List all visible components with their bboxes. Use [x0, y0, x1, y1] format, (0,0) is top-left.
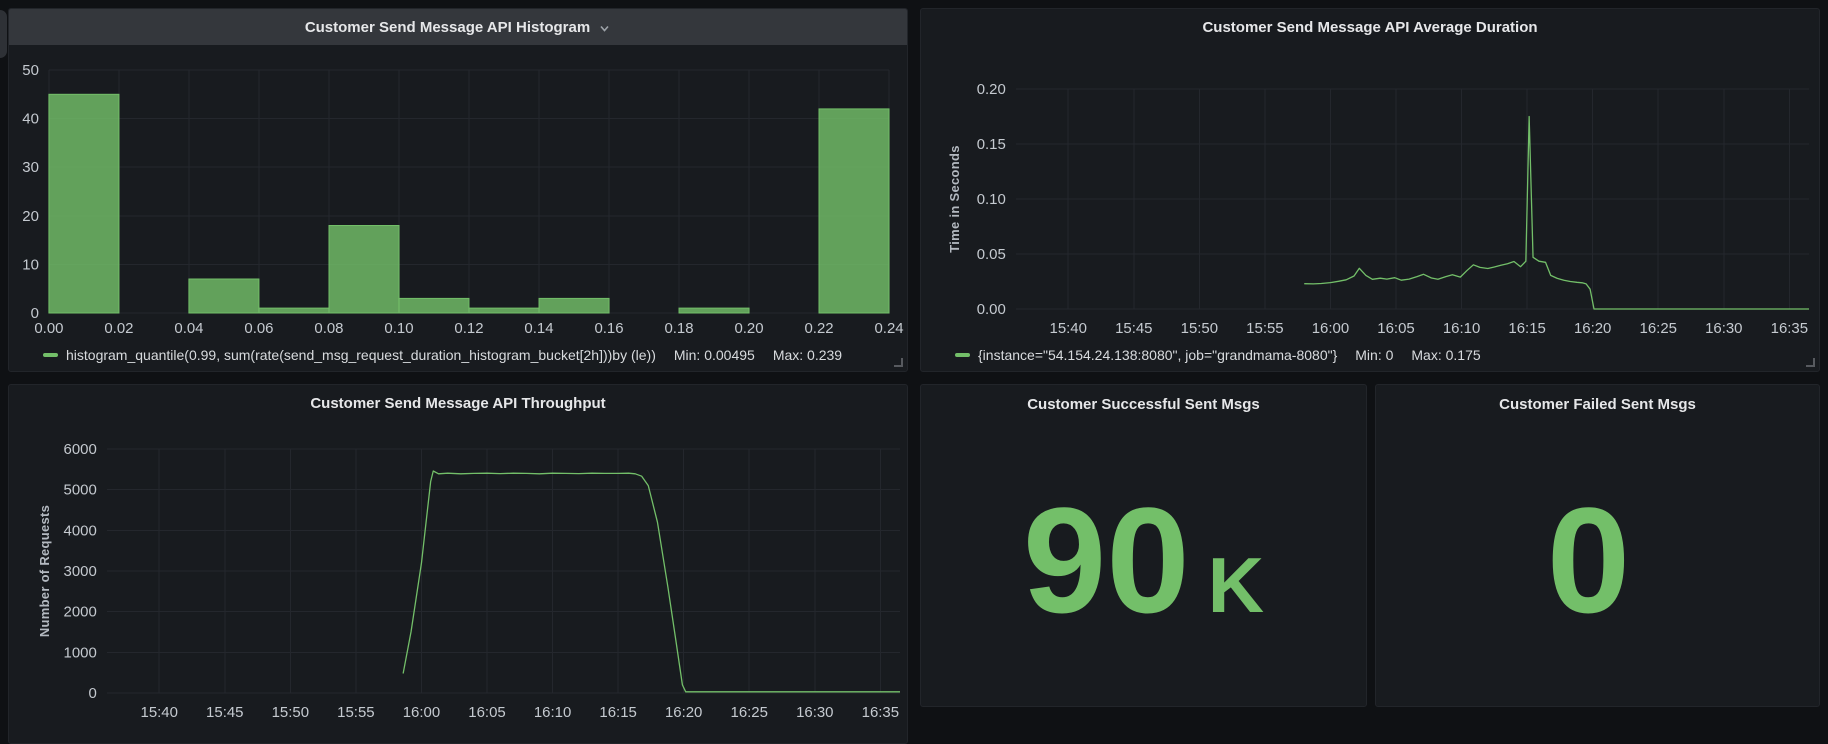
svg-text:0.16: 0.16 — [594, 320, 623, 337]
svg-text:16:25: 16:25 — [731, 704, 768, 721]
svg-text:Number of Requests: Number of Requests — [37, 505, 52, 637]
svg-text:16:35: 16:35 — [1771, 320, 1808, 337]
svg-text:15:45: 15:45 — [206, 704, 243, 721]
svg-text:16:05: 16:05 — [1377, 320, 1414, 337]
svg-text:0.02: 0.02 — [104, 320, 133, 337]
svg-text:0.06: 0.06 — [244, 320, 273, 337]
svg-text:30: 30 — [22, 159, 39, 176]
svg-text:0.20: 0.20 — [734, 320, 763, 337]
legend-series-label[interactable]: histogram_quantile(0.99, sum(rate(send_m… — [66, 347, 656, 363]
svg-text:16:05: 16:05 — [468, 704, 505, 721]
svg-text:16:30: 16:30 — [1705, 320, 1742, 337]
stat-value-area: 90 K — [921, 413, 1366, 706]
svg-text:16:15: 16:15 — [599, 704, 636, 721]
avg-duration-chart: 0.00 0.05 0.10 0.15 0.20 15:40 15:45 15:50 15:55… — [947, 81, 1810, 337]
avg-duration-legend: {instance="54.154.24.138:8080", job="gra… — [955, 347, 1499, 363]
svg-text:1000: 1000 — [64, 644, 97, 661]
throughput-chart: 0 1000 2000 3000 4000 5000 6000 15:40 15:45 15:50… — [37, 441, 901, 721]
svg-text:Time in Seconds: Time in Seconds — [947, 145, 962, 252]
svg-text:10: 10 — [22, 256, 39, 273]
svg-text:0.20: 0.20 — [977, 81, 1006, 98]
panel-throughput-title[interactable]: Customer Send Message API Throughput — [310, 394, 606, 412]
chevron-down-icon — [600, 25, 609, 32]
svg-text:0.10: 0.10 — [384, 320, 413, 337]
stat-value-area: 0 — [1376, 413, 1819, 706]
svg-text:15:55: 15:55 — [1246, 320, 1283, 337]
panel-resize-handle[interactable] — [894, 358, 903, 367]
svg-text:15:50: 15:50 — [1181, 320, 1218, 337]
stat-value: 90 — [1022, 475, 1190, 644]
svg-text:0.10: 0.10 — [977, 191, 1006, 208]
svg-text:2000: 2000 — [64, 604, 97, 621]
panel-failed-sent-msgs: Customer Failed Sent Msgs 0 — [1375, 384, 1820, 707]
legend-min-value: Min: 0 — [1355, 347, 1394, 363]
legend-max-value: Max: 0.239 — [772, 347, 843, 363]
svg-text:0.00: 0.00 — [977, 301, 1006, 318]
legend-max-value: Max: 0.175 — [1411, 347, 1481, 363]
svg-text:0: 0 — [88, 685, 96, 702]
svg-text:0.00: 0.00 — [34, 320, 63, 337]
svg-text:16:20: 16:20 — [665, 704, 702, 721]
svg-text:0.12: 0.12 — [454, 320, 483, 337]
svg-text:3000: 3000 — [64, 563, 97, 580]
svg-text:0.05: 0.05 — [977, 246, 1006, 263]
svg-text:0.14: 0.14 — [524, 320, 553, 337]
legend-min-value: Min: 0.00495 — [673, 347, 755, 363]
stat-title[interactable]: Customer Failed Sent Msgs — [1499, 396, 1696, 413]
svg-text:0.04: 0.04 — [174, 320, 203, 337]
left-edge-artifact — [0, 10, 7, 58]
histogram-legend: histogram_quantile(0.99, sum(rate(send_m… — [43, 347, 860, 363]
svg-text:16:00: 16:00 — [403, 704, 440, 721]
legend-series-label[interactable]: {instance="54.154.24.138:8080", job="gra… — [978, 347, 1338, 363]
panel-histogram: Customer Send Message API Histogram 0 10 2… — [8, 8, 908, 372]
histogram-chart: 0 10 20 30 40 50 0.00 0.02 0.04 0.06 0.08 0.10 0.12 0… — [22, 62, 903, 337]
svg-text:5000: 5000 — [64, 482, 97, 499]
svg-text:0: 0 — [31, 305, 39, 322]
panel-avg-duration-header: Customer Send Message API Average Durati… — [921, 9, 1819, 45]
svg-text:0.15: 0.15 — [977, 136, 1006, 153]
svg-text:50: 50 — [22, 62, 39, 79]
svg-text:15:50: 15:50 — [272, 704, 309, 721]
panel-throughput: Customer Send Message API Throughput 0 10… — [8, 384, 908, 744]
svg-text:15:40: 15:40 — [1050, 320, 1087, 337]
svg-text:16:15: 16:15 — [1508, 320, 1545, 337]
panel-successful-sent-msgs: Customer Successful Sent Msgs 90 K — [920, 384, 1367, 707]
panel-throughput-header: Customer Send Message API Throughput — [9, 385, 907, 421]
svg-text:16:20: 16:20 — [1574, 320, 1611, 337]
panel-avg-duration-title[interactable]: Customer Send Message API Average Durati… — [1202, 18, 1538, 36]
panel-histogram-title[interactable]: Customer Send Message API Histogram — [304, 18, 591, 36]
svg-text:16:10: 16:10 — [1443, 320, 1480, 337]
svg-text:15:55: 15:55 — [337, 704, 374, 721]
svg-text:16:35: 16:35 — [862, 704, 899, 721]
svg-text:15:40: 15:40 — [141, 704, 178, 721]
svg-text:16:25: 16:25 — [1640, 320, 1677, 337]
stat-value-suffix: K — [1207, 540, 1265, 629]
svg-text:0.08: 0.08 — [314, 320, 343, 337]
svg-text:16:00: 16:00 — [1312, 320, 1349, 337]
legend-series-swatch — [955, 353, 970, 357]
svg-text:20: 20 — [22, 208, 39, 225]
svg-text:0.18: 0.18 — [664, 320, 693, 337]
panel-resize-handle[interactable] — [1806, 358, 1815, 367]
svg-text:16:10: 16:10 — [534, 704, 571, 721]
svg-text:15:45: 15:45 — [1115, 320, 1152, 337]
stat-title[interactable]: Customer Successful Sent Msgs — [1027, 396, 1260, 413]
svg-text:0.24: 0.24 — [874, 320, 903, 337]
panel-histogram-header[interactable]: Customer Send Message API Histogram — [9, 9, 907, 45]
svg-text:0.22: 0.22 — [804, 320, 833, 337]
svg-text:16:30: 16:30 — [796, 704, 833, 721]
svg-text:40: 40 — [22, 111, 39, 128]
panel-avg-duration: Customer Send Message API Average Durati… — [920, 8, 1820, 372]
stat-value: 0 — [1546, 475, 1631, 644]
legend-series-swatch — [43, 353, 58, 357]
svg-text:6000: 6000 — [64, 441, 97, 458]
svg-text:4000: 4000 — [64, 522, 97, 539]
